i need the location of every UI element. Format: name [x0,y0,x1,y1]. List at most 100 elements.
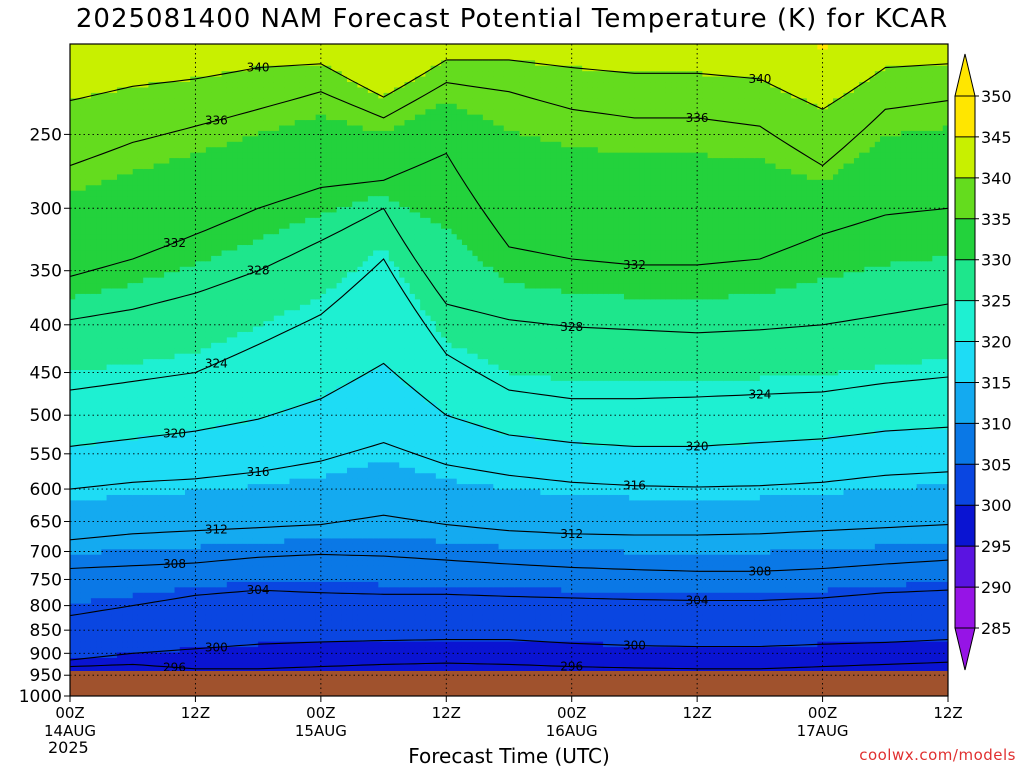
field-cell [122,229,128,235]
field-cell [274,174,280,180]
field-cell [201,153,207,159]
field-cell [143,571,149,577]
field-cell [127,98,133,104]
field-cell [227,615,233,621]
field-cell [148,538,154,544]
field-cell [201,408,207,414]
field-cell [112,462,118,468]
field-cell [169,511,175,517]
field-cell [232,468,238,474]
field-cell [143,615,149,621]
field-cell [190,653,196,659]
field-cell [112,392,118,398]
field-cell [154,571,160,577]
field-cell [169,348,175,354]
field-cell [242,115,248,121]
field-cell [211,305,217,311]
field-cell [175,354,181,360]
field-cell [169,321,175,327]
field-cell [101,365,107,371]
field-cell [143,185,149,191]
field-cell [222,430,228,436]
field-cell [206,490,212,496]
field-cell [242,490,248,496]
field-cell [269,305,275,311]
field-cell [232,658,238,664]
field-cell [138,582,144,588]
field-cell [253,174,259,180]
field-cell [284,446,290,452]
field-cell [201,430,207,436]
field-cell [242,544,248,550]
field-cell [127,528,133,534]
field-cell [138,294,144,300]
field-cell [248,104,254,110]
field-cell [159,305,165,311]
field-cell [70,104,76,110]
field-cell [222,327,228,333]
field-cell [284,218,290,224]
field-cell [96,71,102,77]
field-cell [154,261,160,267]
field-cell [101,278,107,284]
field-cell [248,49,254,55]
field-cell [242,452,248,458]
field-cell [253,310,259,316]
field-cell [195,343,201,349]
field-cell [154,582,160,588]
field-cell [159,321,165,327]
field-cell [201,332,207,338]
field-cell [70,212,76,218]
field-cell [211,538,217,544]
field-cell [180,261,186,267]
field-cell [242,506,248,512]
field-cell [279,261,285,267]
field-cell [195,305,201,311]
field-cell [127,207,133,213]
field-cell [263,457,269,463]
field-cell [269,424,275,430]
field-cell [91,278,97,284]
field-cell [70,44,76,50]
field-cell [101,392,107,398]
field-cell [253,240,259,246]
field-cell [227,413,233,419]
field-cell [263,229,269,235]
field-cell [96,555,102,561]
field-cell [138,240,144,246]
field-cell [159,593,165,599]
field-cell [159,386,165,392]
field-cell [117,587,123,593]
field-cell [91,549,97,555]
field-cell [248,299,254,305]
field-cell [117,571,123,577]
field-cell [180,413,186,419]
field-cell [164,272,170,278]
field-cell [148,381,154,387]
field-cell [284,174,290,180]
field-cell [237,354,243,360]
field-cell [159,98,165,104]
field-cell [75,533,81,539]
field-cell [201,609,207,615]
field-cell [284,115,290,121]
field-cell [154,60,160,66]
field-cell [248,403,254,409]
field-cell [133,495,139,501]
field-cell [148,337,154,343]
field-cell [180,495,186,501]
field-cell [216,538,222,544]
field-cell [237,343,243,349]
field-cell [91,348,97,354]
field-cell [216,500,222,506]
field-cell [216,289,222,295]
field-cell [80,511,86,517]
field-cell [195,403,201,409]
field-cell [148,272,154,278]
field-cell [117,560,123,566]
field-cell [195,615,201,621]
field-cell [86,71,92,77]
field-cell [117,305,123,311]
field-cell [75,392,81,398]
field-cell [127,109,133,115]
